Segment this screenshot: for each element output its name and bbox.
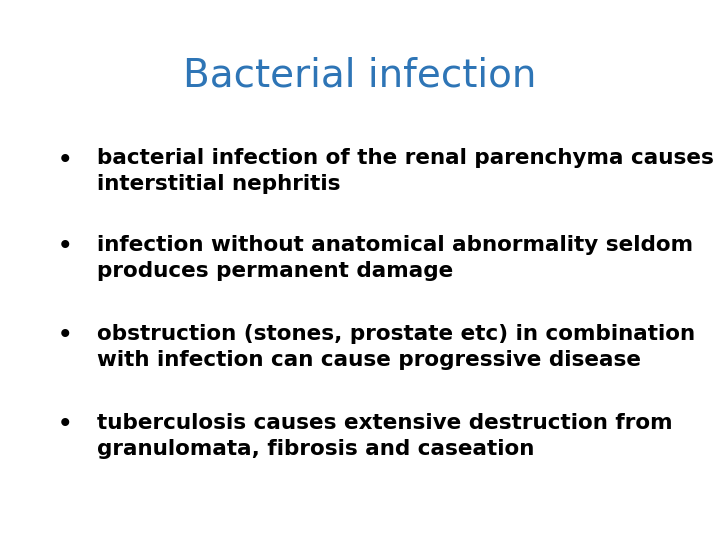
Text: tuberculosis causes extensive destruction from
granulomata, fibrosis and caseati: tuberculosis causes extensive destructio… [97, 413, 672, 458]
Text: •: • [58, 235, 72, 258]
Text: •: • [58, 324, 72, 347]
Text: obstruction (stones, prostate etc) in combination
with infection can cause progr: obstruction (stones, prostate etc) in co… [97, 324, 696, 369]
Text: •: • [58, 413, 72, 436]
Text: bacterial infection of the renal parenchyma causes
interstitial nephritis: bacterial infection of the renal parench… [97, 148, 714, 194]
Text: infection without anatomical abnormality seldom
produces permanent damage: infection without anatomical abnormality… [97, 235, 693, 280]
Text: Bacterial infection: Bacterial infection [184, 57, 536, 94]
Text: •: • [58, 148, 72, 172]
